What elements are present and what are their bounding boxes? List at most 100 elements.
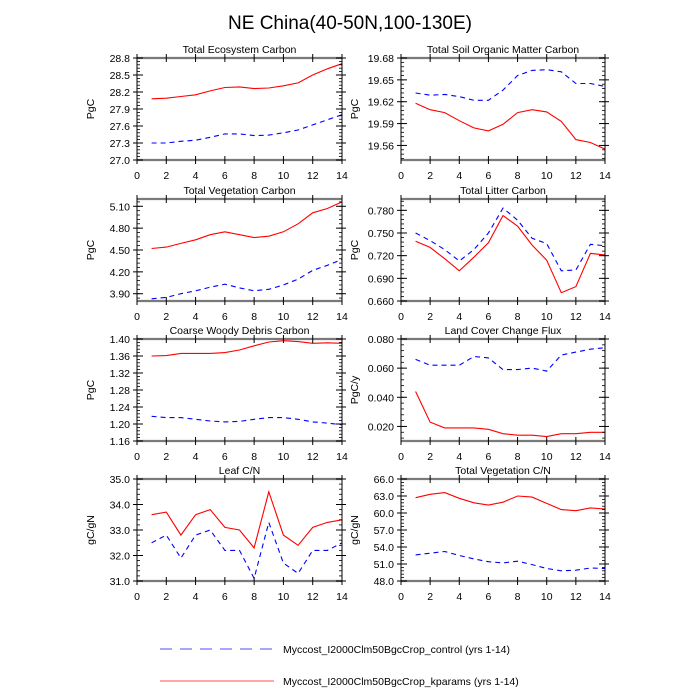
x-tick-label: 8: [251, 451, 257, 463]
y-tick-label: 1.24: [110, 402, 131, 414]
series-line-control: [415, 347, 606, 372]
series-line-kparams: [151, 340, 343, 357]
x-tick-label: 2: [427, 311, 433, 323]
y-tick-label: 0.060: [368, 363, 394, 375]
x-tick-label: 10: [541, 451, 553, 463]
panel-land-cover-change-flux: Land Cover Change Flux PgC/y 0 2 4 6 8 10 12 14 0.…: [349, 325, 611, 463]
x-tick-label: 4: [456, 451, 462, 463]
x-tick-label: 0: [398, 451, 404, 463]
x-tick-label: 4: [193, 170, 199, 182]
x-tick-label: 8: [515, 311, 521, 323]
panel-title: Total Vegetation Carbon: [183, 185, 295, 197]
x-tick-label: 4: [193, 311, 199, 323]
x-tick-label: 0: [134, 170, 140, 182]
x-tick-label: 10: [541, 311, 553, 323]
y-tick-label: 28.8: [110, 53, 131, 65]
x-tick-label: 12: [570, 451, 582, 463]
y-tick-label: 51.0: [374, 559, 395, 571]
x-tick-label: 10: [278, 591, 290, 603]
y-tick-label: 19.59: [368, 119, 394, 131]
y-tick-label: 31.0: [110, 576, 131, 588]
panel-leaf-c-n: Leaf C/N gC/gN 0 2 4 6 8 10 12 14 31.0 32.0 33.0 34.0…: [85, 465, 348, 603]
y-tick-label: 19.68: [368, 53, 394, 65]
x-tick-label: 4: [193, 591, 199, 603]
y-tick-label: 4.20: [110, 267, 131, 279]
y-tick-label: 5.10: [110, 201, 131, 213]
y-tick-label: 27.9: [110, 104, 131, 116]
x-tick-label: 0: [134, 591, 140, 603]
panel-total-vegetation-carbon: Total Vegetation Carbon PgC 0 2 4 6 8 10 12 14 3.9…: [85, 185, 348, 323]
x-tick-label: 0: [134, 451, 140, 463]
x-tick-label: 6: [486, 591, 492, 603]
y-tick-label: 28.2: [110, 87, 131, 99]
series-line-control: [151, 520, 343, 580]
y-axis-label: PgC: [85, 379, 97, 400]
y-axis-label: gC/gN: [349, 515, 361, 545]
y-tick-label: 32.0: [110, 551, 131, 563]
y-tick-label: 19.62: [368, 97, 394, 109]
y-tick-label: 48.0: [374, 576, 395, 588]
y-tick-label: 27.6: [110, 121, 131, 133]
y-tick-label: 1.40: [110, 334, 131, 346]
series-line-control: [415, 69, 606, 101]
panel-total-litter-carbon: Total Litter Carbon PgC 0 2 4 6 8 10 12 14 0.660 0.…: [349, 185, 611, 323]
x-tick-label: 12: [307, 591, 319, 603]
y-tick-label: 1.20: [110, 419, 131, 431]
y-tick-label: 34.0: [110, 500, 131, 512]
x-tick-label: 12: [307, 451, 319, 463]
x-tick-label: 2: [427, 451, 433, 463]
y-axis-label: PgC: [85, 98, 97, 119]
x-tick-label: 14: [599, 451, 611, 463]
y-axis-label: gC/gN: [85, 515, 97, 545]
x-tick-label: 12: [570, 311, 582, 323]
y-tick-label: 33.0: [110, 525, 131, 537]
y-axis-label: PgC: [349, 239, 361, 260]
x-tick-label: 12: [570, 591, 582, 603]
series-line-control: [151, 114, 343, 144]
panel-title: Total Soil Organic Matter Carbon: [427, 44, 579, 56]
x-tick-label: 4: [456, 170, 462, 182]
x-tick-label: 6: [486, 170, 492, 182]
series-line-kparams: [151, 63, 343, 100]
x-tick-label: 12: [307, 311, 319, 323]
x-tick-label: 14: [599, 311, 611, 323]
legend: Myccost_I2000Clm50BgcCrop_control (yrs 1…: [160, 644, 519, 688]
x-tick-label: 6: [486, 311, 492, 323]
x-tick-label: 6: [222, 451, 228, 463]
x-tick-label: 14: [336, 451, 348, 463]
x-tick-label: 10: [541, 591, 553, 603]
x-tick-label: 10: [278, 311, 290, 323]
x-tick-label: 2: [163, 170, 169, 182]
series-line-kparams: [415, 492, 606, 512]
y-tick-label: 27.0: [110, 155, 131, 167]
y-tick-label: 0.690: [368, 273, 394, 285]
x-tick-label: 4: [456, 591, 462, 603]
x-tick-label: 0: [134, 311, 140, 323]
x-tick-label: 2: [427, 591, 433, 603]
x-tick-label: 2: [163, 451, 169, 463]
x-tick-label: 10: [541, 170, 553, 182]
panel-total-soil-organic-matter-carbon: Total Soil Organic Matter Carbon PgC 0 2 4 6 8…: [349, 44, 611, 182]
x-tick-label: 12: [307, 170, 319, 182]
series-line-kparams: [415, 391, 605, 438]
x-tick-label: 14: [599, 591, 611, 603]
series-line-control: [415, 207, 606, 272]
figure-title: NE China(40-50N,100-130E): [228, 13, 472, 34]
y-tick-label: 1.32: [110, 368, 131, 380]
x-tick-label: 8: [515, 451, 521, 463]
series-line-kparams: [415, 214, 606, 294]
y-tick-label: 3.90: [110, 289, 131, 301]
y-tick-label: 54.0: [374, 542, 395, 554]
panel-title: Coarse Woody Debris Carbon: [170, 325, 310, 337]
y-tick-label: 19.65: [368, 75, 394, 87]
x-tick-label: 2: [163, 311, 169, 323]
legend-item-kparams: Myccost_I2000Clm50BgcCrop_kparams (yrs 1…: [160, 676, 519, 688]
y-tick-label: 4.80: [110, 223, 131, 235]
y-tick-label: 60.0: [374, 508, 395, 520]
y-tick-label: 0.720: [368, 251, 394, 263]
y-tick-label: 0.660: [368, 296, 394, 308]
x-tick-label: 8: [515, 170, 521, 182]
x-tick-label: 2: [163, 591, 169, 603]
series-line-control: [151, 415, 343, 426]
x-tick-label: 6: [222, 311, 228, 323]
